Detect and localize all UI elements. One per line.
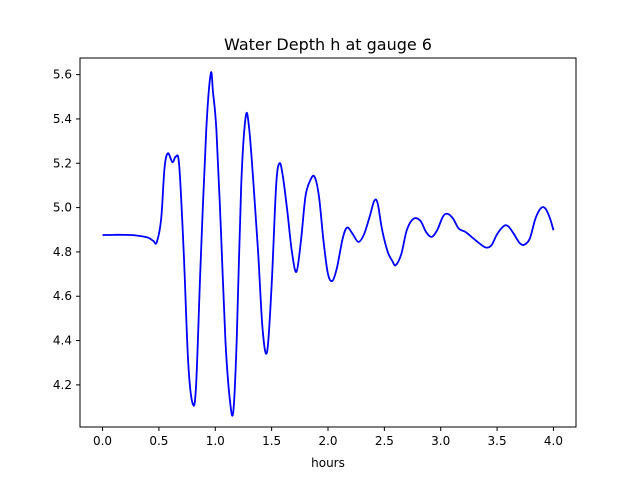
y-tick-label: 4.6 bbox=[53, 289, 72, 303]
y-tick-label: 4.2 bbox=[53, 378, 72, 392]
x-tick-label: 4.0 bbox=[544, 434, 563, 448]
chart-title: Water Depth h at gauge 6 bbox=[224, 35, 432, 54]
y-tick-label: 5.0 bbox=[53, 201, 72, 215]
axes-frame bbox=[79, 57, 577, 428]
x-tick-label: 2.5 bbox=[375, 434, 394, 448]
x-tick-label: 3.5 bbox=[488, 434, 507, 448]
x-tick-label: 0.5 bbox=[149, 434, 168, 448]
x-axis-label: hours bbox=[311, 456, 345, 470]
x-tick-label: 2.0 bbox=[318, 434, 337, 448]
x-tick-label: 0.0 bbox=[93, 434, 112, 448]
y-tick-label: 5.6 bbox=[53, 68, 72, 82]
y-tick-label: 4.8 bbox=[53, 245, 72, 259]
y-tick-label: 5.2 bbox=[53, 156, 72, 170]
y-tick-label: 4.4 bbox=[53, 334, 72, 348]
x-tick-label: 1.5 bbox=[262, 434, 281, 448]
plot-area bbox=[102, 71, 555, 417]
y-axis-ticks: 4.2 4.4 4.6 4.8 5.0 5.2 5.4 5.6 bbox=[53, 68, 80, 392]
x-tick-label: 3.0 bbox=[431, 434, 450, 448]
series-line-0 bbox=[102, 71, 555, 417]
x-axis-ticks: 0.0 0.5 1.0 1.5 2.0 2.5 3.0 3.5 4.0 bbox=[93, 427, 563, 448]
y-tick-label: 5.4 bbox=[53, 112, 72, 126]
x-tick-label: 1.0 bbox=[206, 434, 225, 448]
